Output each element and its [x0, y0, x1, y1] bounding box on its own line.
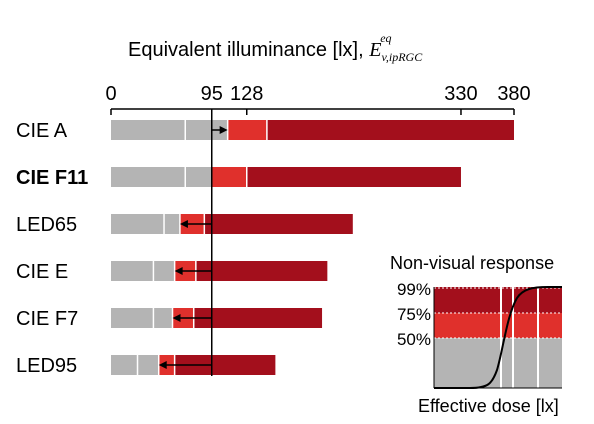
bar-dark-red-segment — [246, 167, 461, 187]
inset-dark-band — [434, 287, 562, 313]
arrows-group — [158, 126, 228, 369]
x-tick-label: 128 — [230, 83, 263, 105]
x-tick-label: 0 — [105, 83, 116, 105]
inset-red-band — [434, 313, 562, 338]
bar-row — [111, 167, 461, 187]
bar-dark-red-segment — [204, 214, 353, 234]
shift-arrow-head — [174, 267, 183, 275]
shift-arrow — [211, 126, 228, 134]
bar-dark-red-segment — [195, 261, 328, 281]
shift-arrow — [158, 361, 212, 369]
bar-gray-segment — [111, 261, 175, 281]
category-label: CIE E — [16, 261, 68, 283]
shift-arrow — [174, 267, 212, 275]
inset-level-75: 75% — [397, 305, 431, 324]
bar-row — [111, 120, 514, 140]
x-tick-label: 380 — [497, 83, 530, 105]
category-label: CIE A — [16, 120, 68, 142]
inset-xlabel: Effective dose [lx] — [418, 396, 559, 416]
inset-sigmoid-curve — [434, 286, 562, 389]
shift-arrow-head — [219, 126, 228, 134]
category-label: CIE F7 — [16, 308, 78, 330]
bar-row — [111, 308, 323, 328]
bar-gray-segment — [111, 355, 159, 375]
bar-gray-segment — [111, 167, 212, 187]
bar-row — [111, 355, 276, 375]
bar-gray-segment — [111, 120, 228, 140]
category-labels: CIE A CIE F11 LED65 CIE E CIE F7 LED95 — [16, 120, 88, 377]
bar-dark-red-segment — [174, 355, 276, 375]
bar-row — [111, 214, 353, 234]
bar-row — [111, 261, 328, 281]
category-label: CIE F11 — [16, 167, 88, 189]
shift-arrow — [179, 220, 212, 228]
x-tick-label: 95 — [201, 83, 223, 105]
inset: Non-visual response 99% 75% 50% Effectiv… — [390, 253, 562, 416]
category-label: LED95 — [16, 355, 77, 377]
inset-level-50: 50% — [397, 330, 431, 349]
bar-gray-segment — [111, 214, 180, 234]
bar-red-segment — [211, 167, 247, 187]
inset-title: Non-visual response — [390, 253, 554, 273]
bar-gray-segment — [111, 308, 173, 328]
inset-level-99: 99% — [397, 280, 431, 299]
x-tick-label: 330 — [444, 83, 477, 105]
x-axis-ticks: 0 95 128 330 380 — [105, 83, 531, 115]
bar-red-segment — [227, 120, 267, 140]
category-label: LED65 — [16, 214, 77, 236]
bar-dark-red-segment — [193, 308, 323, 328]
chart-title: Equivalent illuminance [lx], Ev,ipRGCeq — [128, 31, 423, 64]
bar-dark-red-segment — [266, 120, 514, 140]
bars-group — [111, 120, 514, 375]
shift-arrow-head — [172, 314, 181, 322]
shift-arrow-head — [158, 361, 167, 369]
shift-arrow — [172, 314, 212, 322]
shift-arrow-head — [179, 220, 188, 228]
